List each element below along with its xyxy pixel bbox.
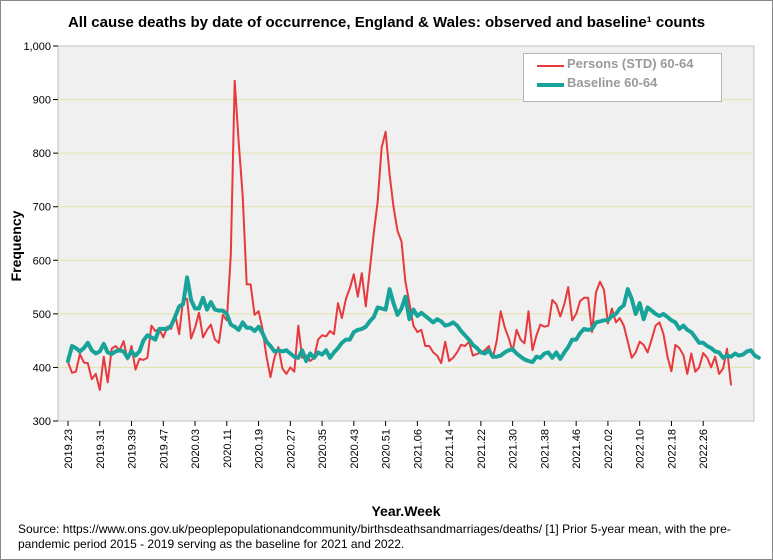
x-tick-label: 2020.27 [285, 429, 297, 469]
legend-label-observed: Persons (STD) 60-64 [567, 56, 694, 71]
x-tick-label: 2022.02 [603, 429, 615, 469]
series-lines [66, 79, 761, 391]
x-tick-label: 2022.18 [666, 429, 678, 469]
y-tick-label: 600 [33, 255, 51, 267]
x-tick-label: 2020.11 [222, 429, 234, 468]
x-tick-label: 2019.23 [63, 429, 75, 469]
x-tick-label: 2022.10 [635, 429, 647, 469]
x-tick-label: 2021.14 [444, 429, 456, 469]
x-tick-label: 2021.22 [476, 429, 488, 469]
x-tick-label: 2020.51 [381, 429, 393, 469]
x-tick-label: 2021.46 [571, 429, 583, 469]
y-tick-label: 300 [33, 416, 51, 428]
observed-series-line [67, 79, 732, 391]
x-tick-label: 2021.06 [412, 429, 424, 469]
y-tick-label: 1,000 [23, 41, 51, 53]
legend-swatch-baseline [537, 83, 564, 87]
x-tick-label: 2021.38 [539, 429, 551, 469]
legend: Persons (STD) 60-64 Baseline 60-64 [523, 53, 722, 102]
y-axis-label: Frequency [8, 210, 24, 281]
y-tick-label: 800 [33, 148, 51, 160]
x-tick-label: 2020.03 [190, 429, 202, 469]
y-tick-labels: 300 400 500 600 700 800 900 1,000 [23, 41, 51, 428]
x-axis-label: Year.Week [371, 503, 440, 519]
chart-title: All cause deaths by date of occurrence, … [67, 14, 706, 31]
x-tick-label: 2019.39 [127, 429, 139, 469]
y-tick-label: 400 [33, 362, 51, 374]
x-tick-label: 2022.26 [698, 429, 710, 469]
x-tick-labels: 2019.23 2019.31 2019.39 2019.47 2020.03 2020.… [63, 429, 710, 469]
source-note: Source: https://www.ons.gov.uk/peoplepop… [18, 522, 731, 551]
legend-swatch-observed [537, 65, 564, 67]
x-tick-label: 2021.30 [508, 429, 520, 469]
y-tick-label: 900 [33, 95, 51, 107]
plot-area [57, 45, 755, 422]
x-tick-label: 2020.43 [349, 429, 361, 469]
x-tick-label: 2019.31 [95, 429, 107, 469]
y-tick-label: 500 [33, 309, 51, 321]
legend-label-baseline: Baseline 60-64 [567, 75, 658, 90]
legend-item-observed: Persons (STD) 60-64 [524, 56, 721, 74]
y-tick-label: 700 [33, 202, 51, 214]
x-tick-label: 2019.47 [158, 429, 170, 469]
baseline-series-line [66, 275, 761, 365]
x-tick-label: 2020.35 [317, 429, 329, 469]
legend-item-baseline: Baseline 60-64 [524, 75, 721, 93]
x-tick-label: 2020.19 [254, 429, 266, 469]
axes [53, 45, 704, 426]
